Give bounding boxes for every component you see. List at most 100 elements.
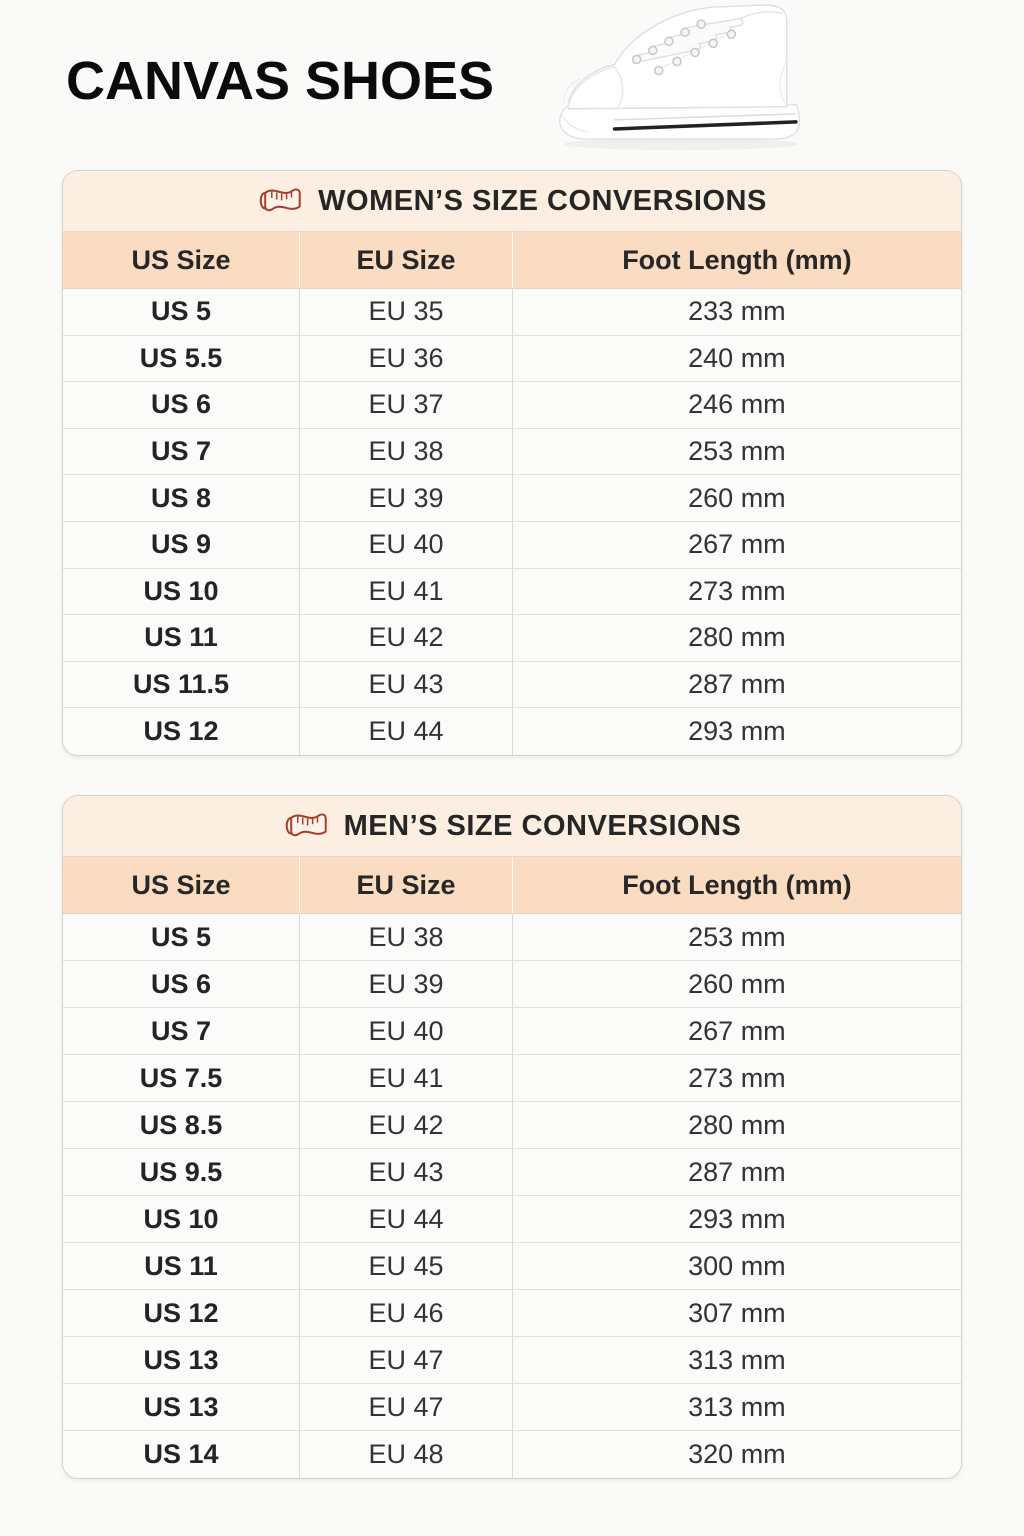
eu-size-cell: EU 35	[300, 289, 513, 335]
foot-length-cell: 273 mm	[688, 1062, 786, 1093]
eu-size-cell: EU 39	[300, 475, 513, 521]
table-row: US 5 EU 38 253 mm	[63, 914, 961, 961]
us-size-cell: US 9	[63, 521, 301, 568]
table-row: US 13 EU 47 313 mm	[63, 1337, 961, 1384]
us-size-cell: US 9.5	[63, 1149, 301, 1195]
page-title: CANVAS SHOES	[66, 51, 495, 111]
womens-size-table: WOMEN’S SIZE CONVERSIONS US Size EU Size…	[62, 170, 962, 756]
mens-column-header-row: US Size EU Size Foot Length (mm)	[63, 857, 961, 914]
eu-size-cell: EU 40	[300, 521, 513, 568]
eu-size-cell: EU 43	[300, 1149, 513, 1195]
eu-size-cell: EU 44	[300, 1196, 513, 1242]
us-size-cell: US 6	[63, 382, 301, 428]
table-row: US 10 EU 41 273 mm	[63, 568, 961, 616]
eu-size-cell: EU 38	[300, 914, 513, 960]
us-size-cell: US 10	[63, 568, 301, 615]
us-size-cell: US 11	[63, 1243, 301, 1289]
foot-length-cell: 253 mm	[688, 436, 786, 467]
foot-length-cell: 293 mm	[688, 716, 786, 747]
foot-length-cell: 233 mm	[688, 296, 786, 327]
womens-column-header-row: US Size EU Size Foot Length (mm)	[63, 232, 961, 289]
us-size-cell: US 5.5	[63, 335, 301, 382]
mens-size-table: MEN’S SIZE CONVERSIONS US Size EU Size F…	[62, 795, 962, 1479]
eu-size-cell: EU 36	[300, 335, 513, 382]
eu-size-cell: EU 42	[300, 615, 513, 661]
eu-size-cell: EU 47	[300, 1384, 513, 1430]
table-row: US 10 EU 44 293 mm	[63, 1196, 961, 1243]
womens-table-title-bar: WOMEN’S SIZE CONVERSIONS	[63, 171, 961, 232]
us-size-cell: US 7	[63, 428, 301, 475]
foot-length-cell: 260 mm	[688, 968, 786, 999]
table-row: US 5 EU 35 233 mm	[63, 289, 961, 336]
foot-length-cell: 313 mm	[688, 1391, 786, 1422]
womens-table-body: US 5 EU 35 233 mm US 5.5 EU 36 240 mm US 6 EU 3…	[63, 289, 961, 755]
table-row: US 13 EU 47 313 mm	[63, 1384, 961, 1431]
eu-size-cell: EU 41	[300, 1055, 513, 1101]
foot-length-cell: 280 mm	[688, 622, 786, 653]
foot-length-cell: 300 mm	[688, 1250, 786, 1281]
column-header-us-size: US Size	[63, 232, 301, 288]
us-size-cell: US 8	[63, 475, 301, 521]
table-row: US 14 EU 48 320 mm	[63, 1431, 961, 1478]
column-header-eu-size: EU Size	[300, 857, 513, 913]
canvas-shoe-image	[548, 2, 810, 151]
measuring-tape-icon	[257, 183, 303, 220]
us-size-cell: US 13	[63, 1384, 301, 1430]
measuring-tape-icon	[283, 808, 329, 845]
table-row: US 6 EU 37 246 mm	[63, 382, 961, 429]
sneaker-illustration	[558, 4, 801, 151]
table-row: US 8.5 EU 42 280 mm	[63, 1102, 961, 1149]
us-size-cell: US 7.5	[63, 1055, 301, 1101]
foot-length-cell: 293 mm	[688, 1203, 786, 1234]
eu-size-cell: EU 45	[300, 1243, 513, 1289]
table-row: US 12 EU 46 307 mm	[63, 1290, 961, 1337]
us-size-cell: US 11	[63, 615, 301, 661]
foot-length-cell: 313 mm	[688, 1344, 786, 1375]
mens-table-body: US 5 EU 38 253 mm US 6 EU 39 260 mm US 7 EU 40 2…	[63, 914, 961, 1478]
foot-length-cell: 280 mm	[688, 1109, 786, 1140]
mens-table-title: MEN’S SIZE CONVERSIONS	[343, 809, 742, 842]
us-size-cell: US 8.5	[63, 1102, 301, 1148]
eu-size-cell: EU 39	[300, 961, 513, 1007]
foot-length-cell: 273 mm	[688, 575, 786, 606]
foot-length-cell: 246 mm	[688, 389, 786, 420]
table-row: US 8 EU 39 260 mm	[63, 475, 961, 522]
us-size-cell: US 5	[63, 914, 301, 960]
table-row: US 12 EU 44 293 mm	[63, 708, 961, 755]
mens-table-title-bar: MEN’S SIZE CONVERSIONS	[63, 796, 961, 857]
foot-length-cell: 267 mm	[688, 529, 786, 560]
us-size-cell: US 5	[63, 289, 301, 335]
foot-length-cell: 287 mm	[688, 669, 786, 700]
us-size-cell: US 14	[63, 1431, 301, 1478]
table-row: US 11.5 EU 43 287 mm	[63, 661, 961, 709]
table-row: US 11 EU 45 300 mm	[63, 1243, 961, 1290]
column-header-foot-length: Foot Length (mm)	[622, 869, 852, 900]
column-header-eu-size: EU Size	[300, 232, 513, 288]
foot-length-cell: 307 mm	[688, 1297, 786, 1328]
womens-table-title: WOMEN’S SIZE CONVERSIONS	[318, 184, 767, 217]
us-size-cell: US 6	[63, 961, 301, 1007]
table-row: US 9 EU 40 267 mm	[63, 521, 961, 569]
table-row: US 9.5 EU 43 287 mm	[63, 1149, 961, 1196]
foot-length-cell: 253 mm	[688, 921, 786, 952]
us-size-cell: US 12	[63, 708, 301, 755]
table-row: US 7 EU 40 267 mm	[63, 1008, 961, 1055]
table-row: US 11 EU 42 280 mm	[63, 615, 961, 662]
us-size-cell: US 7	[63, 1008, 301, 1054]
us-size-cell: US 11.5	[63, 661, 301, 708]
table-row: US 5.5 EU 36 240 mm	[63, 335, 961, 383]
eu-size-cell: EU 44	[300, 708, 513, 755]
foot-length-cell: 267 mm	[688, 1015, 786, 1046]
table-row: US 6 EU 39 260 mm	[63, 961, 961, 1008]
table-row: US 7.5 EU 41 273 mm	[63, 1055, 961, 1102]
eu-size-cell: EU 48	[300, 1431, 513, 1478]
us-size-cell: US 10	[63, 1196, 301, 1242]
foot-length-cell: 240 mm	[688, 342, 786, 373]
eu-size-cell: EU 47	[300, 1337, 513, 1383]
column-header-foot-length: Foot Length (mm)	[622, 244, 852, 275]
column-header-us-size: US Size	[63, 857, 301, 913]
us-size-cell: US 13	[63, 1337, 301, 1383]
foot-length-cell: 260 mm	[688, 482, 786, 513]
eu-size-cell: EU 46	[300, 1290, 513, 1336]
